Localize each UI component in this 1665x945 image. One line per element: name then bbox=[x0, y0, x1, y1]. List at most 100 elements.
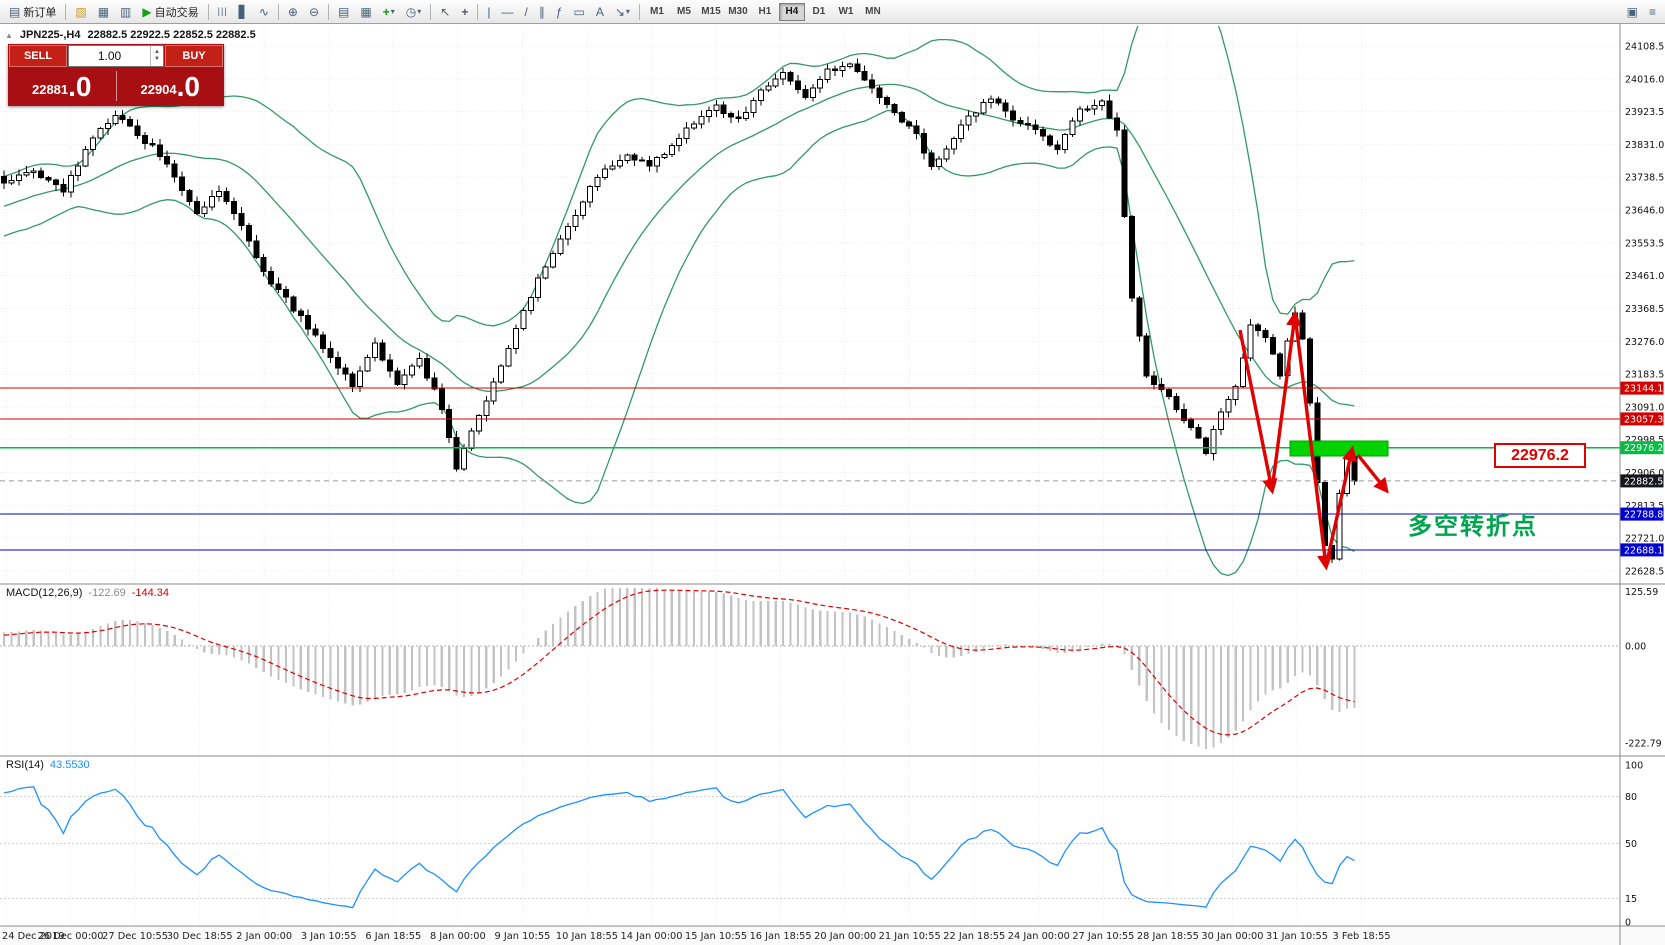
timeframe-m15-button[interactable]: M15 bbox=[698, 3, 724, 21]
svg-text:23183.5: 23183.5 bbox=[1625, 370, 1664, 381]
timeframe-m30-button[interactable]: M30 bbox=[725, 3, 751, 21]
toolbar-separator bbox=[277, 3, 279, 20]
timeframe-m1-button[interactable]: M1 bbox=[644, 3, 670, 21]
svg-text:10 Jan 18:55: 10 Jan 18:55 bbox=[556, 931, 618, 942]
fibonacci-tool-button[interactable]: ƒ bbox=[551, 2, 568, 22]
svg-text:0: 0 bbox=[1625, 918, 1631, 929]
cascade-windows-button[interactable]: ▦ bbox=[355, 2, 376, 22]
new-order-button[interactable]: ▤ 新订单 bbox=[4, 2, 61, 22]
svg-text:20 Jan 00:00: 20 Jan 00:00 bbox=[814, 931, 876, 942]
channel-icon: ∥ bbox=[538, 4, 545, 19]
arrows-tool-button[interactable]: ↘ ▾ bbox=[610, 2, 635, 22]
volume-value[interactable]: 1.00 bbox=[97, 49, 122, 63]
market-watch-button[interactable]: ▦ bbox=[93, 2, 114, 22]
sell-price[interactable]: 22881 .0 bbox=[8, 68, 116, 104]
volume-down-icon[interactable]: ▼ bbox=[154, 56, 160, 62]
fullscreen-button[interactable]: ▣ bbox=[1622, 2, 1643, 22]
zoom-in-icon: ⊕ bbox=[287, 4, 298, 19]
svg-text:22688.1: 22688.1 bbox=[1624, 545, 1663, 556]
sell-button[interactable]: SELL bbox=[9, 45, 67, 67]
tile-windows-icon: ▤ bbox=[338, 4, 350, 19]
svg-text:22906.0: 22906.0 bbox=[1625, 468, 1664, 479]
svg-text:26 Dec 00:00: 26 Dec 00:00 bbox=[38, 931, 104, 942]
svg-text:125.59: 125.59 bbox=[1625, 587, 1658, 598]
line-chart-button[interactable]: ∿ bbox=[254, 2, 274, 22]
vertical-line-icon: | bbox=[487, 4, 491, 19]
svg-text:23276.0: 23276.0 bbox=[1625, 337, 1664, 348]
svg-text:31 Jan 10:55: 31 Jan 10:55 bbox=[1266, 931, 1328, 942]
svg-text:2 Jan 00:00: 2 Jan 00:00 bbox=[236, 931, 292, 942]
toolbar-separator bbox=[638, 3, 640, 20]
channel-tool-button[interactable]: ∥ bbox=[534, 2, 550, 22]
toolbar-separator bbox=[328, 3, 330, 20]
svg-text:15: 15 bbox=[1625, 894, 1637, 905]
macd-value: -122.69 bbox=[88, 587, 126, 599]
market-watch-icon: ▦ bbox=[97, 4, 110, 19]
chevron-down-icon: ▾ bbox=[417, 7, 422, 16]
volume-field[interactable]: 1.00 ▲ ▼ bbox=[68, 45, 164, 67]
ohlc-values: 22882.5 22922.5 22852.5 22882.5 bbox=[87, 29, 256, 41]
svg-text:22882.5: 22882.5 bbox=[1624, 476, 1663, 487]
svg-text:16 Jan 18:55: 16 Jan 18:55 bbox=[750, 931, 812, 942]
svg-text:50: 50 bbox=[1625, 839, 1637, 850]
candle-chart-icon: ▋ bbox=[238, 4, 248, 19]
autotrading-button[interactable]: ▶ 自动交易 bbox=[137, 2, 203, 22]
text-tool-button[interactable]: A bbox=[591, 2, 609, 22]
arrows-tool-icon: ↘ bbox=[614, 4, 625, 19]
autotrading-play-icon: ▶ bbox=[142, 4, 152, 19]
period-button[interactable]: ◷ ▾ bbox=[401, 2, 427, 22]
bar-chart-button[interactable]: ||| bbox=[213, 2, 233, 22]
svg-text:28 Jan 18:55: 28 Jan 18:55 bbox=[1137, 931, 1199, 942]
trendline-tool-button[interactable]: / bbox=[519, 2, 532, 22]
profiles-button[interactable]: ▨ bbox=[70, 2, 91, 22]
one-click-prices: 22881 .0 22904 .0 bbox=[8, 68, 224, 104]
fullscreen-icon: ▣ bbox=[1626, 4, 1638, 19]
add-indicator-button[interactable]: + ▾ bbox=[378, 2, 400, 22]
symbol-period-label: JPN225-,H4 bbox=[19, 29, 81, 41]
vertical-line-tool-button[interactable]: | bbox=[482, 2, 495, 22]
svg-text:27 Jan 10:55: 27 Jan 10:55 bbox=[1072, 931, 1134, 942]
buy-button[interactable]: BUY bbox=[165, 45, 223, 67]
crosshair-icon: + bbox=[461, 4, 469, 19]
svg-text:23091.0: 23091.0 bbox=[1625, 402, 1664, 413]
timeframe-mn-button[interactable]: MN bbox=[860, 3, 886, 21]
svg-text:30 Dec 18:55: 30 Dec 18:55 bbox=[167, 931, 233, 942]
timeframe-h4-button[interactable]: H4 bbox=[778, 2, 805, 21]
zoom-in-button[interactable]: ⊕ bbox=[283, 2, 303, 22]
candle-chart-button[interactable]: ▋ bbox=[234, 2, 253, 22]
shapes-tool-button[interactable]: ▭ bbox=[569, 2, 590, 22]
chevron-down-icon: ▾ bbox=[625, 7, 630, 16]
timeframe-m5-button[interactable]: M5 bbox=[671, 3, 697, 21]
svg-text:15 Jan 10:55: 15 Jan 10:55 bbox=[685, 931, 747, 942]
svg-text:22998.5: 22998.5 bbox=[1625, 435, 1664, 446]
tile-windows-button[interactable]: ▤ bbox=[333, 2, 354, 22]
svg-text:22813.5: 22813.5 bbox=[1625, 501, 1664, 512]
buy-price-frac: .0 bbox=[176, 71, 200, 102]
timeframe-h1-button[interactable]: H1 bbox=[752, 3, 778, 21]
buy-price-main: 22904 bbox=[140, 82, 177, 97]
one-click-collapse-icon[interactable]: ▲ bbox=[5, 30, 13, 40]
zoom-out-button[interactable]: ⊖ bbox=[304, 2, 324, 22]
volume-up-icon[interactable]: ▲ bbox=[154, 49, 160, 55]
autotrading-label: 自动交易 bbox=[154, 6, 199, 19]
svg-text:100: 100 bbox=[1625, 761, 1643, 772]
menu-button[interactable]: ≡ bbox=[1644, 2, 1661, 22]
svg-text:24 Jan 00:00: 24 Jan 00:00 bbox=[1008, 931, 1070, 942]
svg-text:-222.79: -222.79 bbox=[1625, 738, 1662, 749]
trend-arrow bbox=[1238, 329, 1278, 495]
new-order-icon: ▤ bbox=[9, 4, 21, 19]
buy-price[interactable]: 22904 .0 bbox=[117, 68, 225, 104]
timeframe-d1-button[interactable]: D1 bbox=[806, 3, 832, 21]
timeframe-w1-button[interactable]: W1 bbox=[833, 3, 859, 21]
svg-text:23368.5: 23368.5 bbox=[1625, 304, 1664, 315]
crosshair-tool-button[interactable]: + bbox=[456, 2, 473, 22]
volume-spinner[interactable]: ▲ ▼ bbox=[150, 46, 163, 66]
horizontal-line-tool-button[interactable]: — bbox=[496, 2, 518, 22]
period-icon: ◷ bbox=[405, 4, 417, 19]
fibonacci-icon: ƒ bbox=[555, 4, 563, 19]
text-tool-icon: A bbox=[595, 4, 604, 19]
cursor-tool-button[interactable]: ↖ bbox=[435, 2, 455, 22]
navigator-button[interactable]: ▥ bbox=[115, 2, 136, 22]
sell-price-main: 22881 bbox=[31, 82, 69, 97]
